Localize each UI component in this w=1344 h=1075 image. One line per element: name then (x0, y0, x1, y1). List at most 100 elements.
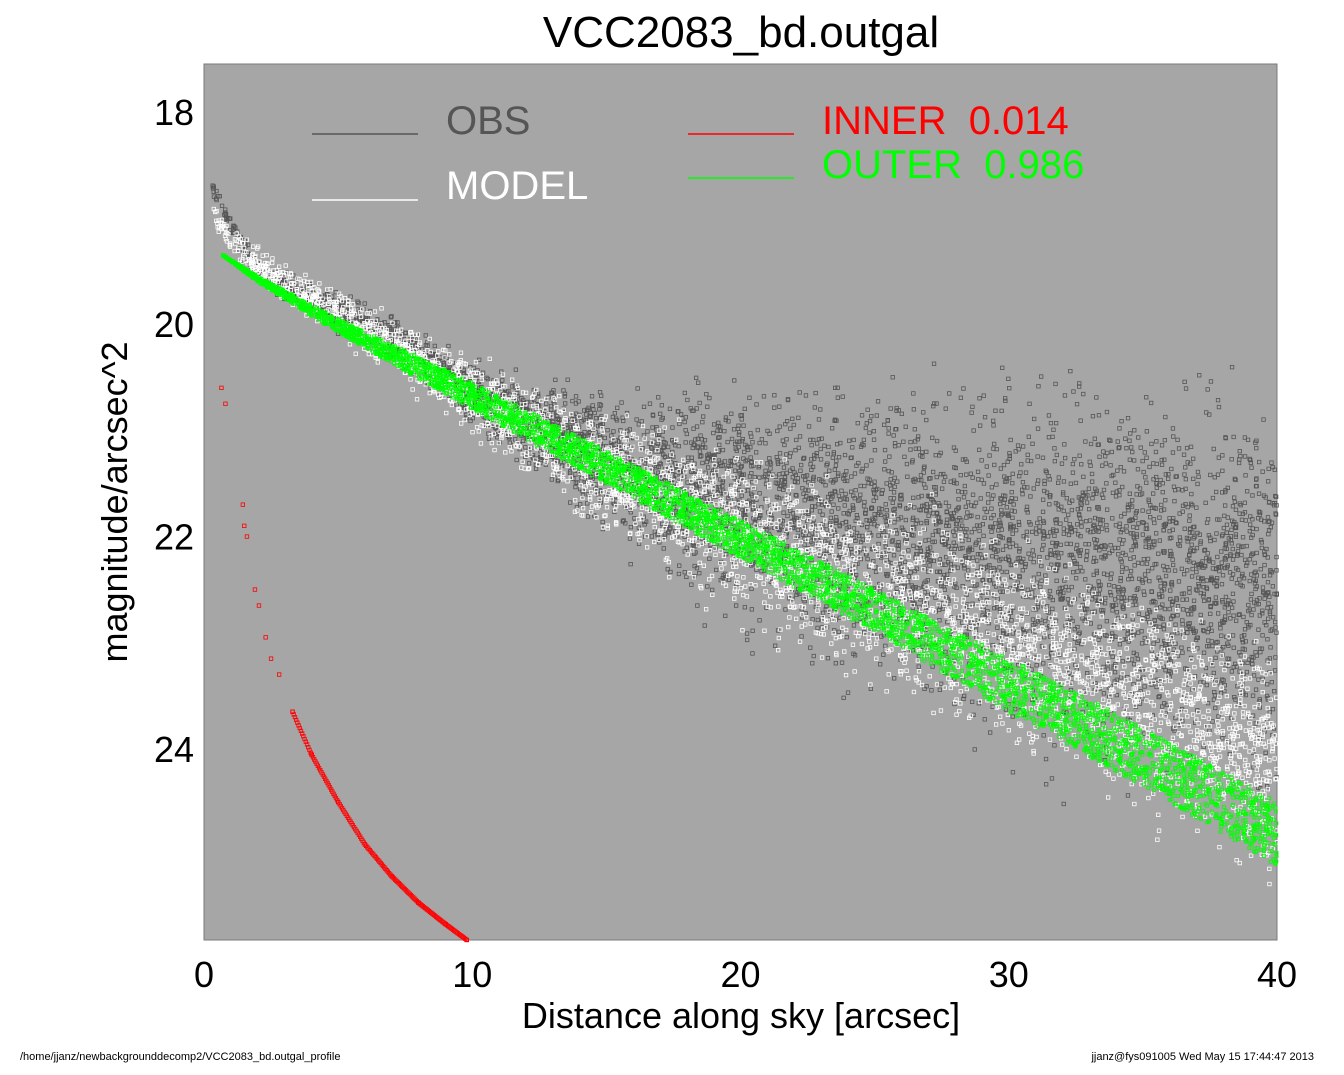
obs-point (1162, 606, 1168, 612)
obs-point (1256, 677, 1261, 682)
obs-point (1171, 647, 1176, 652)
obs-point (717, 428, 723, 434)
obs-point (1114, 692, 1119, 698)
obs-point (1111, 584, 1117, 589)
obs-point (1157, 538, 1162, 543)
obs-point (796, 415, 801, 421)
obs-point (1056, 480, 1061, 486)
obs-point (1054, 420, 1059, 426)
obs-point (1118, 576, 1123, 581)
obs-point (1213, 705, 1218, 711)
obs-point (737, 487, 742, 493)
obs-point (864, 421, 869, 426)
obs-point (833, 385, 838, 391)
obs-point (1212, 475, 1217, 480)
obs-point (1068, 368, 1073, 374)
obs-point (1170, 450, 1176, 455)
obs-point (636, 525, 641, 530)
obs-point (894, 405, 899, 411)
obs-point (912, 479, 917, 484)
obs-point (1260, 469, 1265, 474)
obs-point (1153, 449, 1159, 455)
obs-point (850, 503, 855, 508)
obs-point (526, 461, 532, 466)
obs-point (1081, 391, 1086, 397)
obs-point (1041, 542, 1046, 548)
obs-point (695, 445, 700, 450)
obs-point (1184, 445, 1190, 451)
obs-point (971, 428, 976, 433)
obs-point (985, 629, 990, 635)
obs-point (1066, 588, 1071, 593)
obs-point (1124, 566, 1129, 571)
obs-point (916, 586, 921, 591)
chart-title: VCC2083_bd.outgal (543, 8, 939, 57)
obs-point (1077, 630, 1082, 635)
obs-point (924, 601, 929, 606)
obs-point (1270, 584, 1275, 589)
obs-point (934, 401, 939, 406)
obs-point (1000, 547, 1006, 552)
obs-point (1232, 495, 1237, 500)
obs-point (1273, 493, 1278, 499)
obs-point (1156, 551, 1161, 556)
obs-point (928, 545, 933, 550)
obs-point (808, 495, 813, 501)
obs-point (1146, 509, 1151, 514)
obs-point (1127, 438, 1132, 443)
obs-point (677, 476, 682, 482)
obs-point (1248, 522, 1253, 527)
obs-point (628, 562, 633, 567)
obs-point (775, 628, 781, 633)
obs-point (1103, 595, 1108, 601)
obs-point (1273, 655, 1278, 660)
obs-point (1101, 487, 1107, 493)
obs-point (851, 526, 857, 531)
obs-point (831, 502, 836, 507)
obs-point (1094, 491, 1099, 496)
obs-point (1137, 486, 1143, 491)
obs-point (891, 490, 897, 495)
obs-point (597, 389, 603, 395)
obs-point (1220, 677, 1225, 682)
obs-point (832, 488, 837, 494)
obs-point (977, 447, 982, 453)
obs-point (1189, 606, 1194, 611)
obs-point (793, 447, 798, 453)
obs-point (1151, 641, 1156, 646)
obs-point (1249, 612, 1254, 618)
obs-point (1077, 553, 1083, 558)
obs-point (808, 645, 813, 650)
obs-point (798, 468, 803, 473)
obs-point (946, 544, 951, 549)
obs-point (1228, 715, 1234, 721)
obs-point (1230, 633, 1236, 638)
obs-point (1260, 611, 1265, 616)
obs-point (562, 460, 567, 465)
obs-point (1113, 602, 1119, 607)
obs-point (1100, 518, 1105, 523)
obs-point (1212, 690, 1217, 695)
obs-point (989, 496, 994, 502)
obs-point (790, 416, 795, 422)
obs-point (1130, 449, 1135, 455)
obs-point (1189, 491, 1194, 497)
obs-point (1049, 552, 1054, 557)
obs-point (1074, 401, 1080, 407)
obs-point (1045, 555, 1050, 560)
obs-point (1273, 619, 1278, 625)
obs-point (659, 403, 664, 408)
obs-point (1266, 532, 1271, 537)
obs-point (1131, 682, 1136, 687)
obs-point (649, 534, 654, 539)
obs-point (914, 518, 920, 523)
obs-point (1108, 576, 1113, 581)
obs-point (1162, 457, 1167, 462)
obs-point (1260, 608, 1265, 613)
obs-point (1034, 595, 1039, 601)
obs-point (947, 391, 952, 396)
obs-point (666, 444, 671, 450)
obs-point (619, 400, 624, 405)
obs-point (1107, 437, 1112, 443)
obs-point (791, 422, 796, 428)
